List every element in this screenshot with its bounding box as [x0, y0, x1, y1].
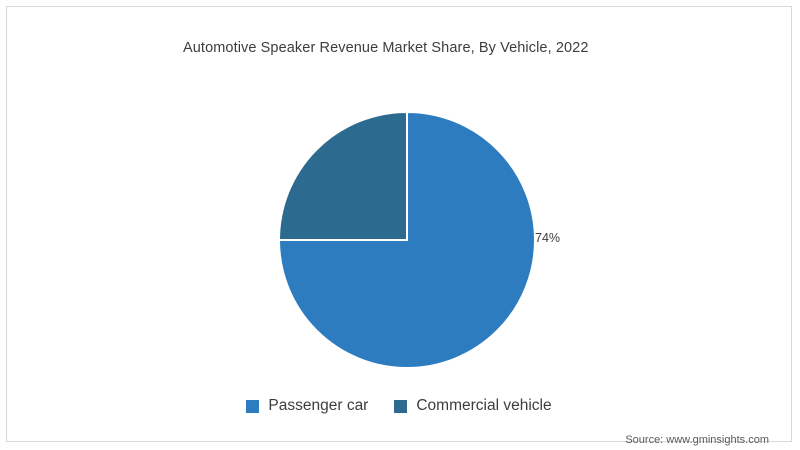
legend-label: Commercial vehicle	[416, 397, 552, 414]
legend-swatch-icon	[246, 399, 260, 413]
slice-value-label: 74%	[535, 231, 561, 245]
legend-swatch-icon	[394, 399, 408, 413]
chart-title: Automotive Speaker Revenue Market Share,…	[183, 40, 589, 56]
pie-chart	[278, 111, 536, 369]
legend-label: Passenger car	[268, 397, 369, 414]
legend-item-commercial-vehicle: Commercial vehicle	[394, 397, 552, 415]
legend-item-passenger-car: Passenger car	[246, 397, 368, 415]
source-text: Source: www.gminsights.com	[625, 434, 769, 446]
pie-slice-passenger-car	[278, 111, 536, 369]
pie-svg	[278, 111, 536, 369]
pie-chart-area	[278, 111, 536, 369]
pie-slice-commercial-vehicle	[278, 111, 408, 241]
chart-card: Automotive Speaker Revenue Market Share,…	[6, 6, 792, 446]
chart-legend: Passenger car Commercial vehicle	[7, 397, 791, 415]
